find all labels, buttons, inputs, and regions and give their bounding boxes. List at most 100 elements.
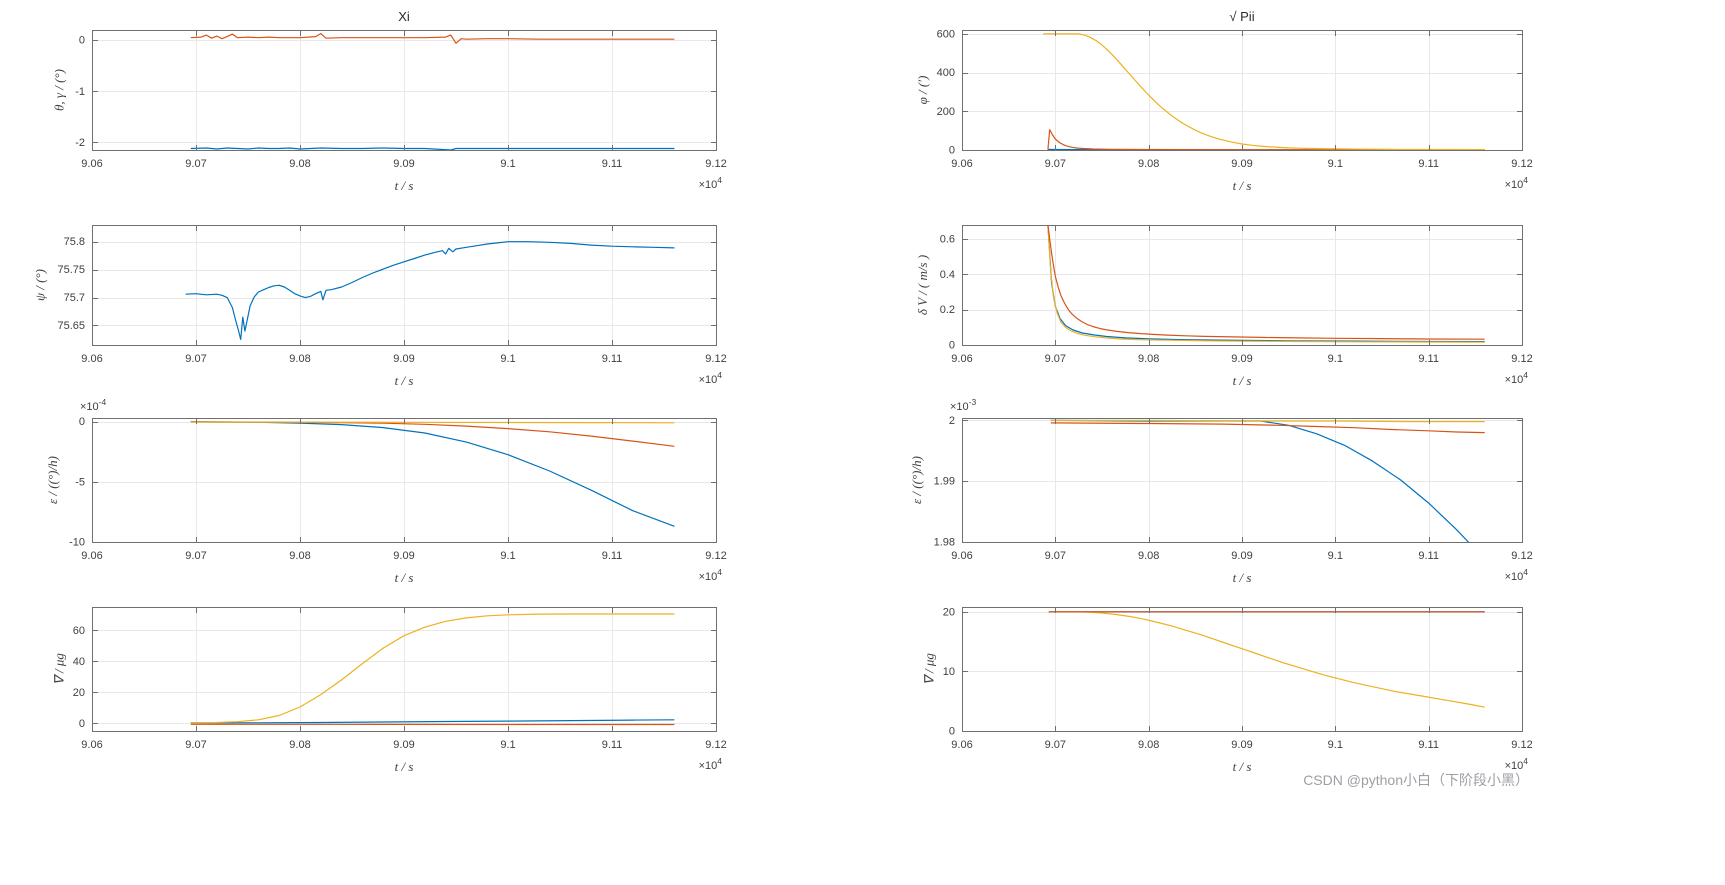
axis-labels: t / s ε / ((°)/h) xyxy=(45,456,413,585)
x-axis-label: t / s xyxy=(1233,373,1252,388)
series-phi-y xyxy=(1047,129,1485,150)
svg-text:0: 0 xyxy=(949,340,955,352)
svg-text:9.12: 9.12 xyxy=(1511,158,1532,170)
series-epsilon-y xyxy=(1050,422,1485,434)
tick-labels: 9.06 9.07 9.08 9.09 9.1 9.11 9.12 75.65 75.7 75.7… xyxy=(57,236,726,386)
svg-text:9.11: 9.11 xyxy=(1418,550,1439,562)
tick-labels: 9.06 9.07 9.08 9.09 9.1 9.11 9.12 0 -1 -2 ×104 xyxy=(75,35,726,191)
series-group xyxy=(1050,419,1485,542)
svg-text:75.65: 75.65 xyxy=(57,320,85,332)
chart-title: √ Pii xyxy=(1229,9,1254,24)
x-axis-label: t / s xyxy=(1233,570,1252,585)
grid-lines xyxy=(962,607,1523,732)
series-dv-y xyxy=(1047,225,1485,340)
svg-text:-1: -1 xyxy=(75,86,85,98)
svg-text:9.07: 9.07 xyxy=(1045,353,1066,365)
grid-lines xyxy=(92,30,717,150)
series-dv-z xyxy=(1047,225,1485,343)
svg-text:9.11: 9.11 xyxy=(602,158,623,170)
svg-text:400: 400 xyxy=(937,67,955,79)
axes-frame xyxy=(962,418,1523,543)
svg-text:0: 0 xyxy=(79,416,85,428)
chart-svg: 9.06 9.07 9.08 9.09 9.1 9.11 9.12 0 20 40 60 ×104 t … xyxy=(51,607,727,774)
series-epsilon-z xyxy=(1050,419,1485,423)
grid-lines xyxy=(92,418,717,543)
svg-text:9.1: 9.1 xyxy=(1328,158,1343,170)
svg-text:9.08: 9.08 xyxy=(289,353,310,365)
svg-text:40: 40 xyxy=(73,656,85,668)
svg-text:10: 10 xyxy=(943,666,955,678)
chart-svg: 9.06 9.07 9.08 9.09 9.1 9.11 9.12 0 0.2 0.4 0.6 ×10… xyxy=(915,225,1533,388)
series-epsilon-x xyxy=(1050,419,1470,542)
x-axis-label: t / s xyxy=(1233,178,1252,193)
svg-text:9.07: 9.07 xyxy=(185,550,206,562)
svg-text:9.06: 9.06 xyxy=(81,550,102,562)
axes-frame xyxy=(962,607,1523,732)
subplot-pii-gyro-drift: 9.06 9.07 9.08 9.09 9.1 9.11 9.12 1.98 1.99 2 ×104… xyxy=(882,392,1538,604)
svg-text:9.1: 9.1 xyxy=(500,550,515,562)
x-axis-exponent: ×104 xyxy=(1505,567,1529,583)
svg-text:75.7: 75.7 xyxy=(64,292,85,304)
y-axis-label: ε / ((°)/h) xyxy=(909,456,924,504)
series-epsilon-z xyxy=(190,421,675,424)
axes-frame xyxy=(92,607,717,732)
series-theta xyxy=(190,147,675,150)
svg-text:0.2: 0.2 xyxy=(940,304,955,316)
svg-text:1.99: 1.99 xyxy=(934,476,955,488)
svg-text:75.8: 75.8 xyxy=(64,236,85,248)
svg-text:9.09: 9.09 xyxy=(393,353,414,365)
chart-title: Xi xyxy=(398,9,410,24)
tick-labels: 9.06 9.07 9.08 9.09 9.1 9.11 9.12 0 -5 -10 ×104 ×10… xyxy=(69,397,727,583)
svg-text:0: 0 xyxy=(949,726,955,738)
x-axis-exponent: ×104 xyxy=(699,175,723,191)
svg-text:9.08: 9.08 xyxy=(289,739,310,751)
series-group xyxy=(190,33,675,150)
grid-lines xyxy=(92,607,717,731)
axis-labels: t / s ψ / (°) xyxy=(33,269,414,388)
y-axis-label: ε / ((°)/h) xyxy=(45,456,60,504)
series-nabla-x xyxy=(190,719,675,724)
y-axis-exponent: ×10-3 xyxy=(950,397,977,413)
svg-text:20: 20 xyxy=(943,606,955,618)
series-psi xyxy=(185,241,675,340)
svg-text:9.06: 9.06 xyxy=(951,550,972,562)
axis-labels: t / s ε / ((°)/h) xyxy=(909,456,1252,585)
svg-text:9.06: 9.06 xyxy=(81,158,102,170)
svg-text:9.08: 9.08 xyxy=(289,550,310,562)
axis-labels: t / s δ V / ( m/s ) xyxy=(915,255,1251,388)
svg-text:9.06: 9.06 xyxy=(951,353,972,365)
svg-text:0.4: 0.4 xyxy=(940,269,955,281)
svg-text:9.09: 9.09 xyxy=(1231,158,1252,170)
svg-text:-2: -2 xyxy=(75,137,85,149)
svg-text:9.1: 9.1 xyxy=(500,353,515,365)
axis-labels: t / s ∇ / μg xyxy=(921,653,1251,774)
series-nabla-z xyxy=(1048,611,1485,708)
svg-text:9.09: 9.09 xyxy=(1231,739,1252,751)
axis-labels: t / s ∇ / μg xyxy=(51,653,413,774)
svg-text:0: 0 xyxy=(949,145,955,157)
series-gamma xyxy=(190,33,675,44)
svg-text:9.08: 9.08 xyxy=(289,158,310,170)
x-axis-label: t / s xyxy=(395,759,414,774)
svg-text:9.1: 9.1 xyxy=(500,158,515,170)
svg-text:9.06: 9.06 xyxy=(81,353,102,365)
svg-text:60: 60 xyxy=(73,625,85,637)
svg-text:9.12: 9.12 xyxy=(705,550,726,562)
svg-text:9.11: 9.11 xyxy=(1418,353,1439,365)
svg-text:-10: -10 xyxy=(69,537,85,549)
x-axis-exponent: ×104 xyxy=(1505,370,1529,386)
svg-text:9.07: 9.07 xyxy=(185,739,206,751)
svg-text:9.11: 9.11 xyxy=(602,739,623,751)
svg-text:9.12: 9.12 xyxy=(705,353,726,365)
y-axis-label: ∇ / μg xyxy=(921,653,936,685)
svg-text:75.75: 75.75 xyxy=(57,264,85,276)
grid-lines xyxy=(962,418,1523,543)
series-group xyxy=(190,613,675,726)
axis-labels: t / s θ, γ / (°) xyxy=(51,69,413,193)
svg-text:9.08: 9.08 xyxy=(1138,550,1159,562)
grid-lines xyxy=(962,30,1523,151)
svg-text:9.07: 9.07 xyxy=(185,158,206,170)
x-axis-exponent: ×104 xyxy=(699,756,723,772)
svg-text:9.1: 9.1 xyxy=(1328,739,1343,751)
